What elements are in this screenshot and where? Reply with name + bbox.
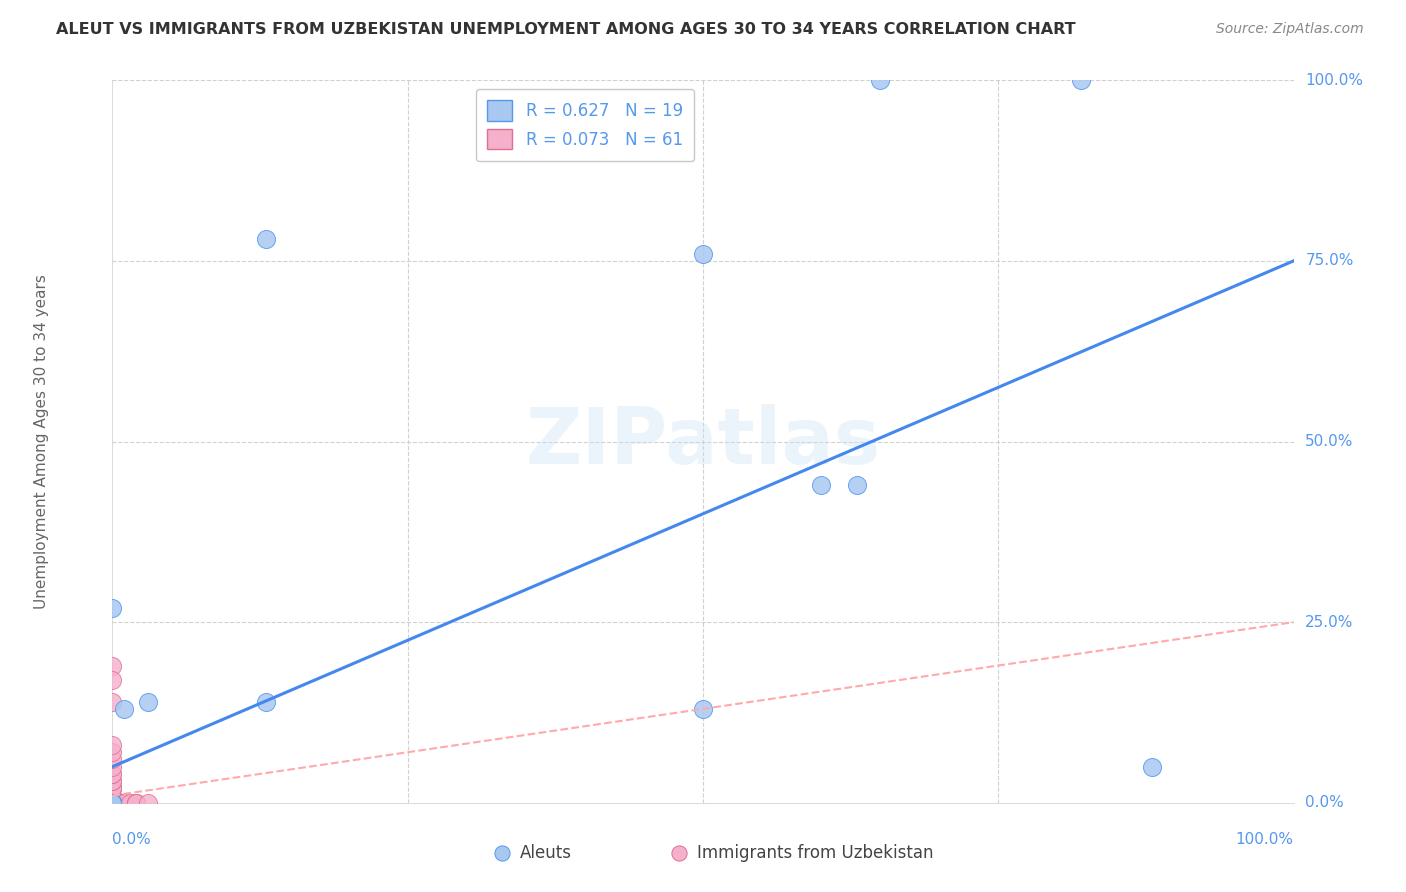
Text: 75.0%: 75.0%	[1305, 253, 1354, 268]
Point	[101, 781, 124, 796]
Point	[120, 796, 142, 810]
Point	[101, 796, 124, 810]
Point	[810, 478, 832, 492]
Point	[101, 796, 124, 810]
Point	[101, 796, 124, 810]
Point	[107, 796, 129, 810]
Point	[845, 478, 868, 492]
Point	[101, 796, 124, 810]
Point	[101, 796, 124, 810]
Point	[101, 796, 124, 810]
Point	[1070, 73, 1092, 87]
Point	[101, 796, 124, 810]
Point	[125, 796, 148, 810]
Point	[692, 246, 714, 260]
Point	[101, 796, 124, 810]
Point	[101, 600, 124, 615]
Point	[101, 792, 124, 806]
Text: Source: ZipAtlas.com: Source: ZipAtlas.com	[1216, 22, 1364, 37]
Text: 25.0%: 25.0%	[1305, 615, 1354, 630]
Text: 100.0%: 100.0%	[1236, 831, 1294, 847]
Point	[101, 789, 124, 803]
Point	[101, 658, 124, 673]
Point	[101, 792, 124, 806]
Point	[101, 738, 124, 752]
Point	[112, 702, 135, 716]
Point	[101, 796, 124, 810]
Point	[254, 695, 277, 709]
Point	[101, 695, 124, 709]
Text: ALEUT VS IMMIGRANTS FROM UZBEKISTAN UNEMPLOYMENT AMONG AGES 30 TO 34 YEARS CORRE: ALEUT VS IMMIGRANTS FROM UZBEKISTAN UNEM…	[56, 22, 1076, 37]
Point	[101, 796, 124, 810]
Point	[101, 796, 124, 810]
Point	[101, 796, 124, 810]
Point	[101, 796, 124, 810]
Text: 50.0%: 50.0%	[1305, 434, 1354, 449]
Point	[101, 796, 124, 810]
Point	[101, 796, 124, 810]
Point	[692, 702, 714, 716]
Point	[112, 796, 135, 810]
Point	[101, 781, 124, 796]
Point	[101, 774, 124, 789]
Text: 0.0%: 0.0%	[1305, 796, 1344, 810]
Point	[101, 796, 124, 810]
Point	[101, 796, 124, 810]
Point	[101, 781, 124, 796]
Point	[869, 73, 891, 87]
Point	[101, 796, 124, 810]
Legend: R = 0.627   N = 19, R = 0.073   N = 61: R = 0.627 N = 19, R = 0.073 N = 61	[475, 88, 695, 161]
Point	[101, 796, 124, 810]
Point	[101, 796, 124, 810]
Point	[101, 673, 124, 687]
Point	[112, 796, 135, 810]
Point	[1140, 760, 1163, 774]
Point	[101, 796, 124, 810]
Point	[101, 752, 124, 766]
Text: Immigrants from Uzbekistan: Immigrants from Uzbekistan	[697, 845, 934, 863]
Point	[101, 796, 124, 810]
Point	[136, 796, 159, 810]
Point	[101, 796, 124, 810]
Text: 0.0%: 0.0%	[112, 831, 152, 847]
Point	[101, 796, 124, 810]
Point	[136, 695, 159, 709]
Point	[101, 767, 124, 781]
Point	[101, 774, 124, 789]
Point	[101, 796, 124, 810]
Point	[491, 847, 513, 861]
Point	[101, 796, 124, 810]
Point	[101, 781, 124, 796]
Point	[112, 796, 135, 810]
Point	[101, 796, 124, 810]
Point	[101, 796, 124, 810]
Point	[101, 796, 124, 810]
Point	[101, 767, 124, 781]
Point	[101, 796, 124, 810]
Point	[101, 796, 124, 810]
Point	[101, 796, 124, 810]
Point	[101, 760, 124, 774]
Point	[101, 796, 124, 810]
Text: Aleuts: Aleuts	[520, 845, 572, 863]
Point	[125, 796, 148, 810]
Point	[125, 796, 148, 810]
Text: Unemployment Among Ages 30 to 34 years: Unemployment Among Ages 30 to 34 years	[34, 274, 49, 609]
Text: 100.0%: 100.0%	[1305, 73, 1364, 87]
Point	[101, 796, 124, 810]
Point	[101, 789, 124, 803]
Point	[668, 847, 690, 861]
Point	[101, 796, 124, 810]
Point	[101, 796, 124, 810]
Point	[101, 796, 124, 810]
Point	[101, 745, 124, 759]
Point	[101, 796, 124, 810]
Text: ZIPatlas: ZIPatlas	[526, 403, 880, 480]
Point	[101, 796, 124, 810]
Point	[101, 789, 124, 803]
Point	[254, 232, 277, 246]
